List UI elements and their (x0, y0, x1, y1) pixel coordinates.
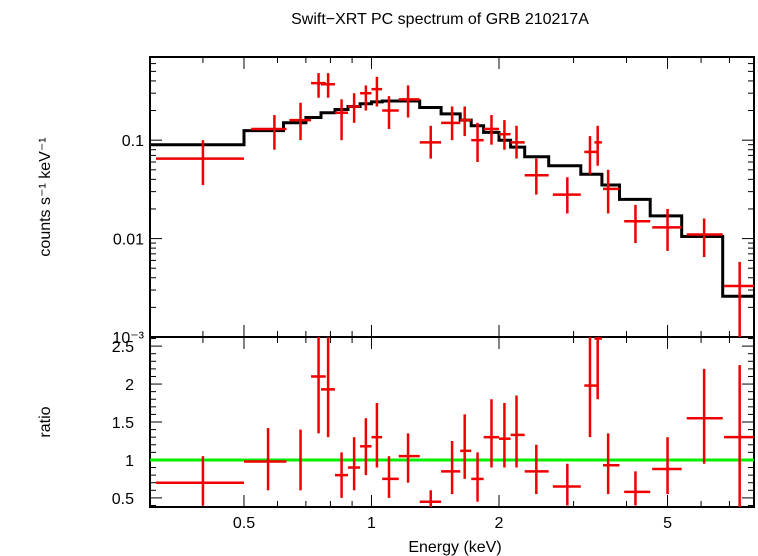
data-point (156, 140, 244, 186)
data-point (334, 452, 348, 498)
data-point (483, 399, 499, 468)
data-point (419, 490, 442, 507)
data-point (360, 85, 372, 111)
y-tick-label: 0.1 (122, 133, 144, 150)
data-point (594, 337, 602, 400)
data-point (624, 204, 651, 244)
data-point (686, 218, 723, 257)
x-tick-label: 2 (495, 515, 504, 532)
y-tick-label: 0.01 (113, 232, 144, 249)
data-point (652, 208, 682, 251)
x-axis-label: Energy (keV) (408, 539, 501, 556)
data-point (471, 452, 484, 502)
data-point (311, 337, 326, 434)
data-point (156, 456, 244, 506)
data-point (584, 136, 597, 175)
y-tick-label: 2.5 (112, 339, 134, 356)
data-point (552, 463, 581, 506)
data-point (498, 120, 511, 150)
top-y-axis-label: counts s⁻¹ keV⁻¹ (37, 137, 54, 256)
bottom-y-axis-label: ratio (37, 406, 54, 437)
data-point (382, 456, 399, 498)
data-point (602, 169, 620, 214)
x-tick-label: 0.5 (233, 515, 255, 532)
data-point (460, 414, 472, 479)
x-tick-label: 1 (367, 515, 376, 532)
data-point (289, 102, 312, 141)
data-point (602, 433, 620, 495)
data-point (460, 106, 472, 137)
data-point (510, 395, 525, 468)
data-point (441, 106, 461, 141)
data-point (724, 365, 754, 507)
chart-title: Swift−XRT PC spectrum of GRB 210217A (291, 11, 589, 28)
data-point (320, 337, 335, 438)
data-point (251, 115, 287, 150)
data-point (243, 428, 287, 491)
data-point (320, 73, 335, 98)
data-point (510, 125, 525, 159)
data-point (371, 76, 383, 107)
data-point (471, 122, 484, 163)
data-point (524, 444, 549, 495)
x-tick-label: 5 (663, 515, 672, 532)
top-panel-ticks (149, 57, 755, 338)
data-point (624, 471, 651, 506)
data-point (498, 403, 511, 468)
data-point (441, 440, 461, 495)
data-point (347, 93, 361, 123)
data-point (594, 125, 602, 166)
data-point (398, 85, 420, 118)
data-point (686, 368, 723, 464)
data-point (552, 177, 581, 214)
data-point (347, 437, 361, 491)
data-point (419, 125, 442, 159)
top-data-layer (156, 73, 754, 337)
x-tick-labels: 0.5 1 2 5 (233, 515, 672, 532)
bottom-data-layer (156, 337, 754, 507)
data-point (584, 337, 597, 438)
y-tick-label: 1.5 (112, 415, 134, 432)
data-point (360, 418, 372, 476)
data-point (398, 433, 420, 483)
y-tick-label: 2 (125, 377, 134, 394)
data-point (524, 158, 549, 195)
y-tick-label: 10⁻³ (112, 330, 144, 347)
bottom-y-tick-labels: 0.5 1 1.5 2 2.5 (112, 339, 134, 508)
data-point (724, 261, 754, 337)
data-point (371, 403, 383, 468)
data-point (483, 115, 499, 145)
y-tick-label: 0.5 (112, 491, 134, 508)
y-tick-label: 1 (125, 453, 134, 470)
data-point (382, 96, 399, 129)
data-point (652, 437, 682, 495)
top-y-tick-labels: 0.1 0.01 10⁻³ (112, 133, 144, 347)
data-point (334, 99, 348, 141)
top-panel-frame (149, 56, 755, 338)
